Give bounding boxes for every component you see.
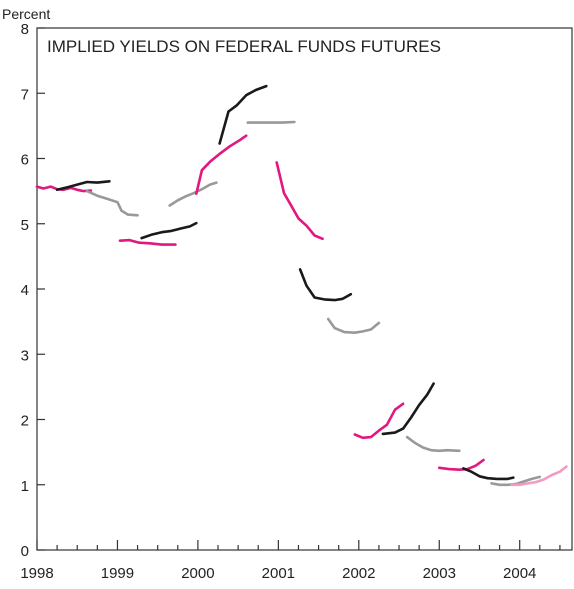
series-line-20: [510, 465, 568, 487]
x-tick-label: 1998: [20, 565, 53, 582]
series-line-5: [118, 238, 177, 246]
x-axis: 1998 1999 2000 2001 2002 2003 2004: [20, 540, 561, 582]
y-axis: 0 1 2 3 4 5 6 7 8: [21, 21, 45, 560]
y-tick-label: 6: [21, 152, 29, 169]
y-tick-label: 3: [21, 347, 29, 364]
series-line-13: [326, 317, 381, 335]
plot-frame: [36, 27, 573, 551]
series-line-15: [381, 382, 435, 436]
x-tick-label: 2003: [423, 565, 456, 582]
y-tick-label: 2: [21, 413, 29, 430]
y-tick-label: 1: [21, 478, 29, 495]
series-line-10: [246, 120, 296, 124]
y-tick-label: 5: [21, 217, 29, 234]
y-tick-label: 7: [21, 86, 29, 103]
series-line-1: [35, 185, 93, 193]
series-line-2: [55, 180, 111, 192]
y-tick-label: 8: [21, 21, 29, 38]
series-line-11: [275, 161, 324, 241]
series-line-6: [140, 221, 198, 240]
series-line-3: [85, 189, 139, 217]
x-tick-label: 2000: [181, 565, 214, 582]
x-tick-label: 1999: [101, 565, 134, 582]
series-line-14: [353, 402, 405, 440]
series-line-9: [218, 84, 268, 145]
y-axis-label: Percent: [2, 6, 50, 22]
series-line-16: [405, 435, 461, 453]
x-tick-label: 2002: [342, 565, 375, 582]
y-tick-label: 0: [21, 543, 29, 560]
series-line-12: [298, 268, 353, 302]
series-line-18: [462, 467, 515, 481]
chart-title: IMPLIED YIELDS ON FEDERAL FUNDS FUTURES: [47, 37, 441, 56]
x-tick-label: 2004: [503, 565, 536, 582]
x-tick-label: 2001: [262, 565, 295, 582]
series-line-8: [195, 134, 248, 195]
y-tick-label: 4: [21, 282, 29, 299]
series-line-7: [168, 181, 218, 207]
series-group: [35, 84, 568, 487]
series-line-17: [437, 458, 485, 472]
